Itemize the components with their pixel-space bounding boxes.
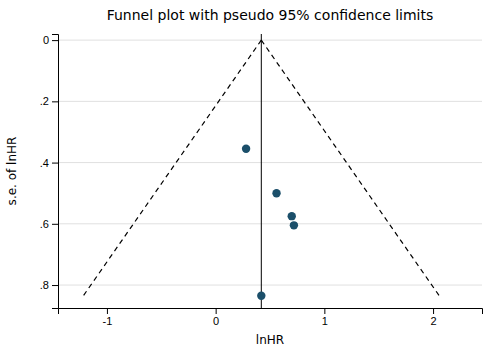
tick-mark [216, 308, 217, 314]
tick: .2 [40, 95, 58, 107]
tick-label: .6 [40, 218, 49, 230]
tick-label: 1 [322, 315, 328, 327]
grid [58, 40, 482, 285]
point [257, 292, 265, 300]
funnel-line [261, 40, 440, 297]
tick-mark [52, 224, 58, 225]
y-axis: 0 .2 .4 .6 .8 [40, 34, 59, 308]
title: Funnel plot with pseudo 95% confidence l… [107, 7, 434, 23]
chart: -1 0 1 2 0 .2 .4 .6 .8 Funnel plot with pseudo 95… [0, 0, 500, 354]
tick: 0 [43, 34, 58, 46]
y-axis-title: s.e. of lnHR [5, 137, 19, 206]
tick: -1 [103, 308, 113, 327]
tick-label: 0 [43, 34, 49, 46]
tick: .6 [40, 218, 58, 230]
tick-mark [107, 308, 108, 314]
tick-mark [52, 101, 58, 102]
grid-line [58, 40, 482, 41]
point [242, 145, 250, 153]
point [272, 189, 280, 197]
axis-line [59, 309, 483, 315]
point [288, 212, 296, 220]
x-axis-title: lnHR [256, 333, 284, 347]
tick: 0 [213, 308, 219, 327]
tick-label: .2 [40, 95, 49, 107]
point [290, 221, 298, 229]
tick-mark [52, 40, 58, 41]
tick-mark [52, 163, 58, 164]
marks [82, 34, 440, 308]
tick-label: .4 [40, 157, 49, 169]
tick: 1 [322, 308, 328, 327]
tick-label: 2 [431, 315, 437, 327]
plot: -1 0 1 2 0 .2 .4 .6 .8 [40, 34, 483, 327]
x-axis: -1 0 1 2 [59, 308, 483, 327]
tick-label: -1 [103, 315, 113, 327]
tick-mark [52, 285, 58, 286]
grid-line [58, 285, 482, 286]
tick-label: .8 [40, 279, 49, 291]
pooled-line [261, 34, 262, 308]
tick: .8 [40, 279, 58, 291]
grid-line [58, 223, 482, 224]
tick: 2 [431, 308, 437, 327]
tick-label: 0 [213, 315, 219, 327]
funnel-line [82, 40, 261, 297]
tick-mark [433, 308, 434, 314]
tick: .4 [40, 157, 58, 169]
grid-line [58, 101, 482, 102]
tick-mark [324, 308, 325, 314]
axis-line [52, 35, 59, 309]
grid-line [58, 162, 482, 163]
